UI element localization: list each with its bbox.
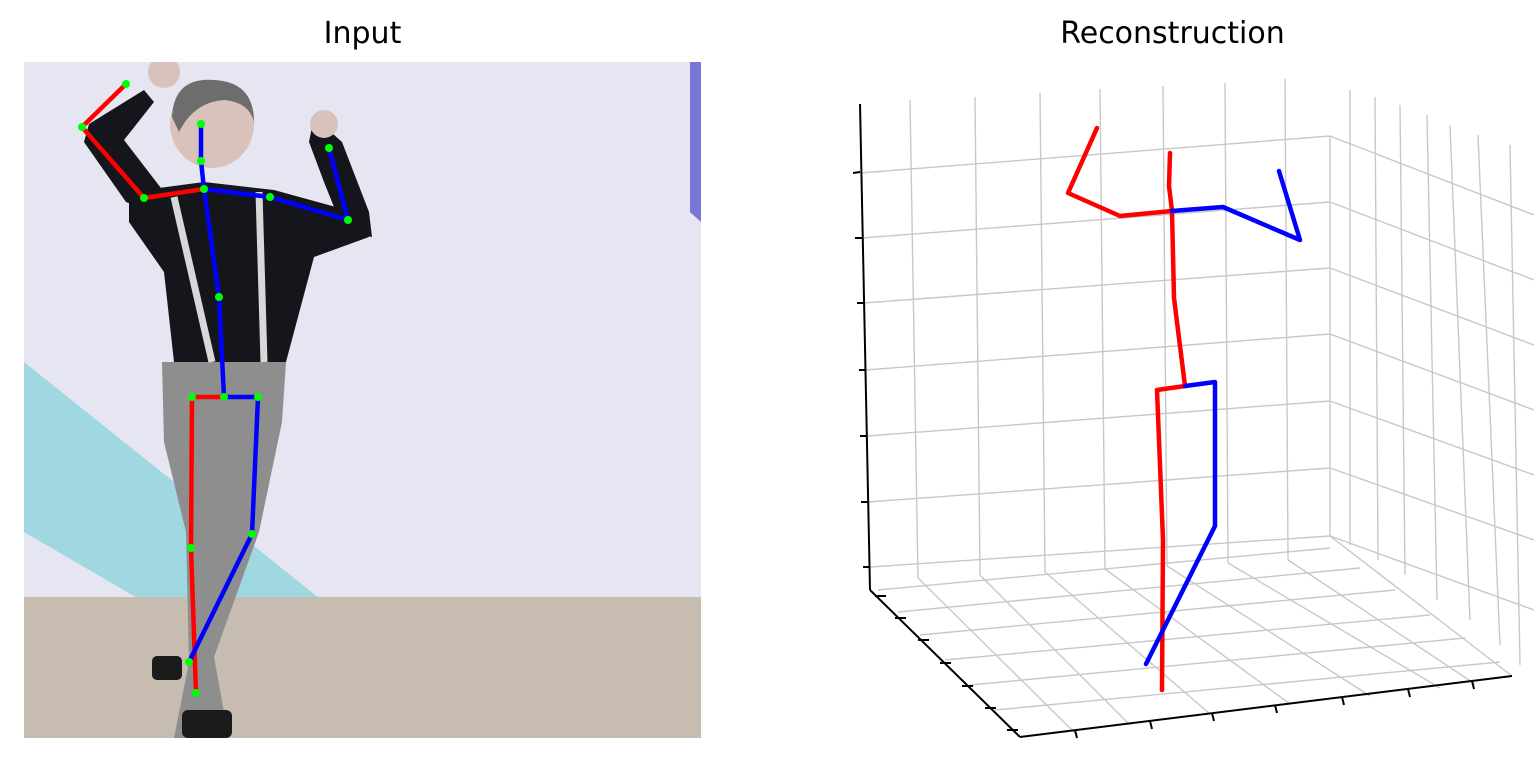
joint-right-knee	[187, 544, 195, 552]
input-image-panel	[24, 62, 701, 738]
joint-left-hip	[254, 393, 262, 401]
bone3d-head-neck	[1166, 150, 1175, 214]
joint-left-elbow	[344, 216, 352, 224]
joint-right-wrist	[122, 80, 130, 88]
input-skeleton	[79, 81, 351, 696]
bone-left-elbow-to-wrist	[326, 145, 351, 223]
bone-right-hip-to-knee	[188, 394, 195, 551]
bone-left-shoulder-to-elbow	[267, 194, 351, 223]
bone3d-right-arm	[1065, 125, 1175, 219]
bone-neck-to-left-shoulder	[201, 186, 273, 200]
x-axis-line	[1019, 675, 1513, 738]
joint-left-knee	[248, 530, 256, 538]
bone-spine-to-hip	[216, 294, 227, 400]
grid-floor	[877, 535, 1513, 734]
bone-neck-to-nose	[198, 158, 207, 192]
bone3d-spine	[1169, 208, 1188, 389]
z-axis-line	[859, 103, 871, 591]
bone-right-wrist-to-elbow	[79, 81, 129, 130]
input-joints	[78, 80, 352, 697]
joint-spine	[215, 293, 223, 301]
bone3d-left-arm	[1169, 168, 1303, 243]
joint-left-wrist	[325, 144, 333, 152]
joint-left-ankle	[185, 658, 193, 666]
stage-accent	[690, 62, 701, 222]
reconstructed-skeleton	[1065, 125, 1303, 693]
joint-head	[197, 120, 205, 128]
joint-left-shoulder	[266, 193, 274, 201]
bone-neck-to-spine	[201, 186, 222, 300]
bone-left-knee-to-ankle	[186, 531, 255, 665]
grid-back-wall	[859, 78, 1331, 579]
input-panel-title: Input	[323, 16, 402, 51]
bone3d-left-leg	[1143, 379, 1218, 667]
bone-right-knee-to-ankle	[188, 545, 199, 696]
bone-left-hip-to-knee	[249, 394, 261, 537]
joint-right-shoulder	[140, 194, 148, 202]
joint-neck	[200, 185, 208, 193]
bone-right-elbow-to-shoulder	[79, 124, 147, 201]
bone-right-shoulder-to-neck	[141, 186, 207, 201]
grid-side-wall	[1329, 90, 1534, 666]
joint-right-ankle	[192, 689, 200, 697]
reconstruction-panel-title: Reconstruction	[1060, 16, 1285, 51]
stage-floor	[24, 597, 701, 738]
joint-right-elbow	[78, 123, 86, 131]
joint-nose	[197, 157, 205, 165]
reconstruction-3d-axes	[852, 78, 1534, 739]
reconstruction-panel	[840, 60, 1534, 760]
joint-hip	[220, 393, 228, 401]
bone3d-right-leg	[1154, 383, 1188, 693]
joint-right-hip	[188, 393, 196, 401]
input-frame	[24, 62, 701, 738]
axes-lines	[852, 103, 1513, 739]
